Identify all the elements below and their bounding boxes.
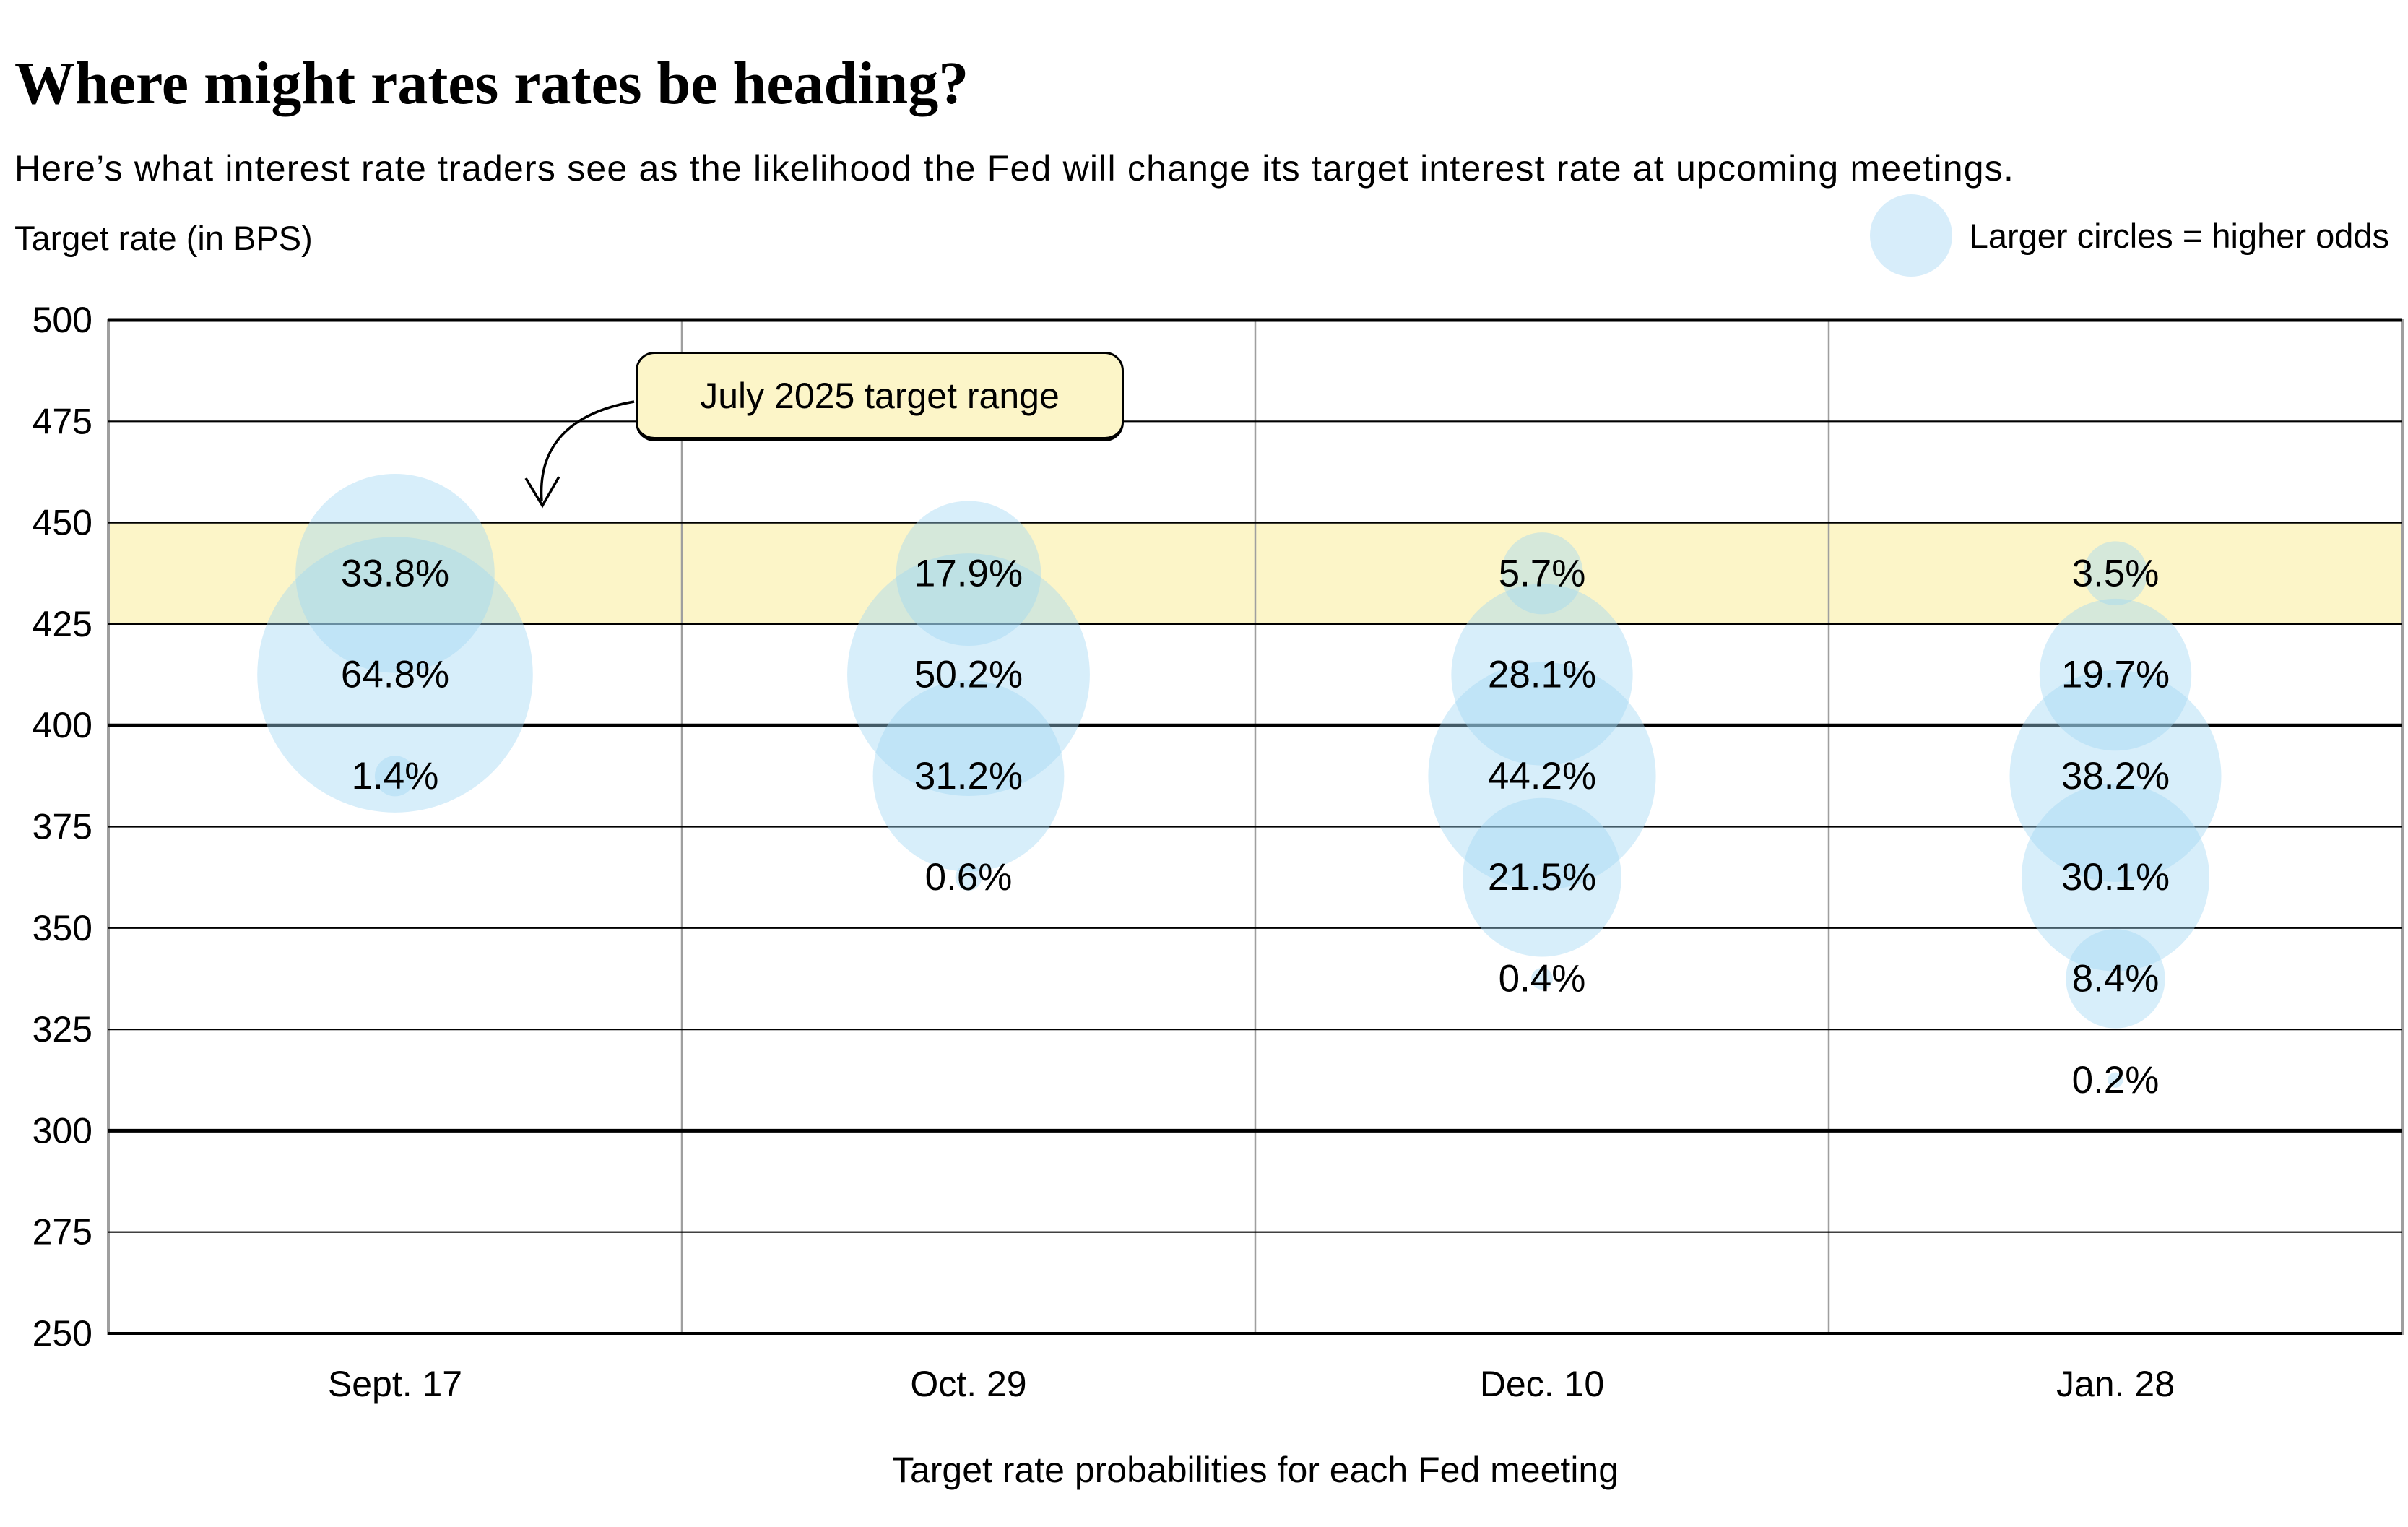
x-tick-label: Dec. 10 — [1480, 1364, 1604, 1404]
y-tick-label: 400 — [33, 705, 92, 745]
probability-label: 64.8% — [341, 654, 449, 696]
y-tick-label: 475 — [33, 401, 92, 441]
probability-bubble — [872, 680, 1065, 872]
probability-label: 0.2% — [2072, 1059, 2160, 1102]
annotation-arrowhead-icon — [524, 476, 560, 509]
probability-bubble — [896, 501, 1041, 646]
bubble-size-legend: Larger circles = higher odds — [1869, 194, 2389, 277]
legend-label: Larger circles = higher odds — [1969, 216, 2389, 255]
probability-label: 17.9% — [914, 552, 1023, 594]
legend-bubble-icon — [1869, 194, 1952, 277]
probability-label: 5.7% — [1499, 552, 1586, 594]
y-tick-label: 500 — [33, 300, 92, 340]
probability-bubble — [847, 553, 1090, 796]
x-tick-label: Jan. 28 — [2056, 1364, 2175, 1404]
probability-bubble — [1428, 662, 1656, 890]
probability-bubble — [1531, 967, 1553, 990]
y-tick-label: 450 — [33, 503, 92, 543]
probability-bubble — [2021, 783, 2210, 972]
probability-bubble — [2083, 541, 2148, 606]
probability-label: 50.2% — [914, 654, 1023, 696]
probability-label: 0.6% — [925, 856, 1013, 899]
y-tick-label: 350 — [33, 908, 92, 948]
y-tick-label: 300 — [33, 1110, 92, 1151]
x-tick-label: Sept. 17 — [328, 1364, 462, 1404]
page-subtitle: Here’s what interest rate traders see as… — [14, 148, 2015, 189]
probability-label: 33.8% — [341, 552, 449, 594]
target-range-annotation: July 2025 target range — [636, 352, 1124, 441]
probability-label: 31.2% — [914, 755, 1023, 797]
probability-label: 0.4% — [1499, 957, 1586, 1000]
y-tick-label: 425 — [33, 604, 92, 644]
probability-label: 28.1% — [1488, 654, 1596, 696]
probability-bubble — [2039, 598, 2192, 751]
probability-bubble — [955, 864, 982, 891]
y-tick-label: 375 — [33, 807, 92, 847]
probability-bubble — [2108, 1072, 2123, 1088]
probability-bubble — [295, 473, 495, 673]
target-range-annotation-label: July 2025 target range — [700, 375, 1060, 416]
annotation-arrow — [540, 400, 635, 502]
probability-bubble — [1501, 532, 1583, 615]
probability-bubble — [374, 756, 416, 797]
probability-label: 1.4% — [352, 755, 439, 797]
probability-bubble — [257, 537, 533, 813]
y-tick-label: 325 — [33, 1009, 92, 1050]
probability-bubble — [1451, 584, 1633, 766]
probability-label: 38.2% — [2061, 755, 2170, 797]
page-title: Where might rates rates be heading? — [14, 50, 969, 118]
y-tick-label: 275 — [33, 1212, 92, 1253]
probability-label: 21.5% — [1488, 856, 1596, 899]
probability-label: 19.7% — [2061, 654, 2170, 696]
probability-bubble — [1463, 797, 1621, 957]
x-tick-label: Oct. 29 — [910, 1364, 1026, 1404]
probability-bubble — [2066, 929, 2165, 1029]
y-axis-title: Target rate (in BPS) — [14, 218, 313, 257]
probability-label: 44.2% — [1488, 755, 1596, 797]
y-tick-label: 250 — [33, 1313, 92, 1354]
probability-label: 8.4% — [2072, 957, 2160, 1000]
x-axis-caption: Target rate probabilities for each Fed m… — [891, 1450, 1619, 1490]
probability-label: 30.1% — [2061, 856, 2170, 899]
probability-bubble — [2009, 670, 2222, 882]
probability-label: 3.5% — [2072, 552, 2160, 594]
